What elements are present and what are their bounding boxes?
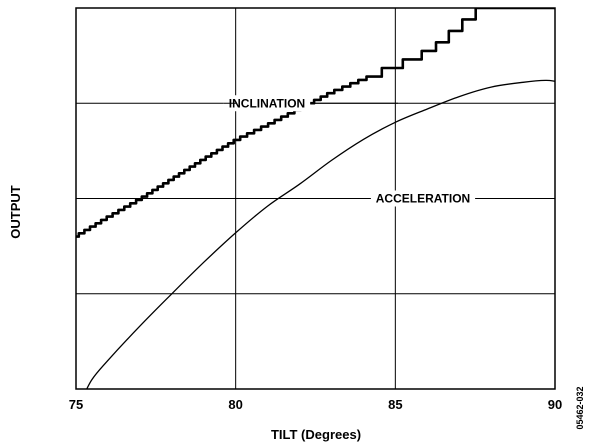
x-tick-labels: 75 80 85 90 (69, 397, 562, 412)
callout-bg (370, 190, 476, 207)
y-axis-label: OUTPUT (8, 185, 23, 239)
series-line-inclination (76, 8, 555, 238)
x-tick-label: 80 (228, 397, 242, 412)
series-callouts: INCLINATION ACCELERATION (223, 95, 537, 207)
series-label-inclination: INCLINATION (229, 96, 305, 110)
series-curves (76, 8, 555, 389)
callout-acceleration: ACCELERATION (260, 190, 537, 207)
series-label-acceleration: ACCELERATION (376, 192, 470, 206)
x-tick-label: 90 (548, 397, 562, 412)
x-tick-label: 85 (388, 397, 402, 412)
callout-bg (223, 95, 311, 112)
plot-frame (75, 7, 556, 390)
series-line-acceleration (86, 79, 555, 389)
x-axis-label: TILT (Degrees) (271, 427, 361, 442)
callout-inclination: INCLINATION (223, 95, 398, 112)
x-tick-label: 75 (69, 397, 83, 412)
figure-id: 05462-032 (575, 386, 585, 429)
